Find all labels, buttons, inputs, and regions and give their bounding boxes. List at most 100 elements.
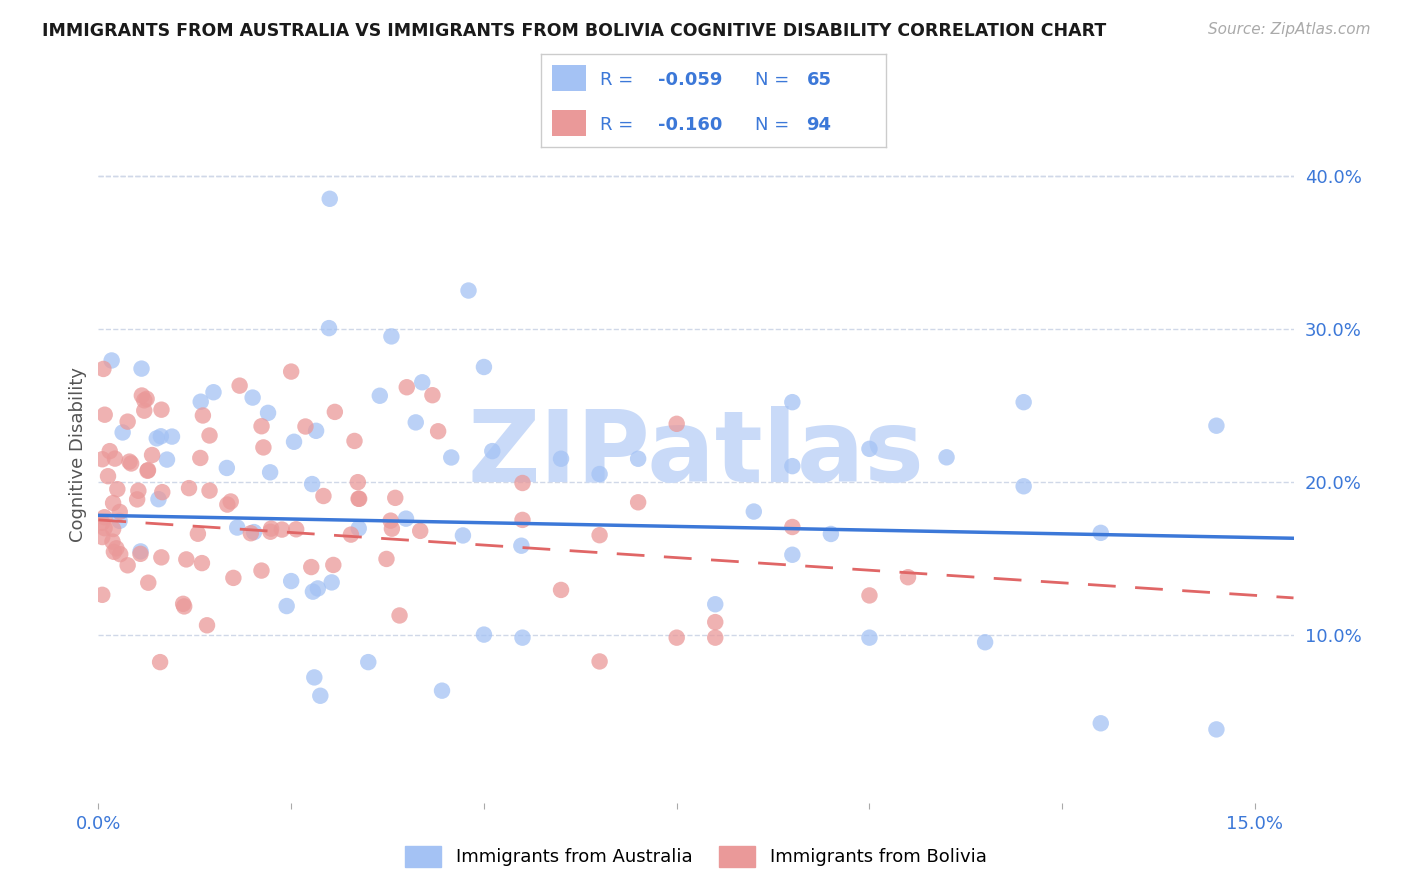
Point [108, 505, 131, 519]
Point [91, 588, 114, 602]
FancyBboxPatch shape [551, 110, 586, 136]
Text: -0.059: -0.059 [658, 70, 723, 88]
Point [319, 192, 342, 206]
Point [395, 511, 418, 525]
Point [117, 558, 139, 573]
Point [451, 528, 474, 542]
Point [704, 631, 727, 645]
Point [550, 451, 572, 466]
Text: 65: 65 [807, 70, 831, 88]
Text: 94: 94 [807, 116, 831, 134]
Point [347, 491, 370, 506]
Point [101, 496, 124, 510]
Point [117, 415, 139, 429]
Point [136, 575, 159, 590]
Point [252, 441, 274, 455]
Point [304, 670, 326, 684]
Point [198, 483, 221, 498]
Text: ZIPatlas: ZIPatlas [468, 407, 924, 503]
Point [280, 365, 302, 379]
Point [108, 547, 131, 561]
Point [457, 284, 479, 298]
Point [91, 530, 114, 544]
Point [388, 608, 411, 623]
Point [935, 450, 957, 465]
Point [440, 450, 463, 465]
Text: Source: ZipAtlas.com: Source: ZipAtlas.com [1208, 22, 1371, 37]
Point [307, 582, 329, 596]
Point [299, 560, 322, 574]
Text: N =: N = [755, 70, 794, 88]
Point [280, 574, 302, 588]
Point [91, 516, 114, 530]
Point [222, 571, 245, 585]
Point [146, 431, 169, 445]
Text: IMMIGRANTS FROM AUSTRALIA VS IMMIGRANTS FROM BOLIVIA COGNITIVE DISABILITY CORREL: IMMIGRANTS FROM AUSTRALIA VS IMMIGRANTS … [42, 22, 1107, 40]
Point [858, 442, 880, 456]
Point [131, 361, 153, 376]
Point [1012, 479, 1035, 493]
Point [134, 393, 156, 408]
Point [588, 467, 610, 481]
Point [104, 451, 127, 466]
Point [704, 597, 727, 611]
Point [131, 388, 153, 402]
Point [481, 444, 503, 458]
Point [217, 498, 239, 512]
Point [101, 534, 124, 549]
Point [357, 655, 380, 669]
Point [219, 494, 242, 508]
Point [188, 450, 211, 465]
Point [239, 526, 262, 541]
Point [120, 457, 142, 471]
Point [340, 527, 363, 541]
Point [381, 522, 404, 536]
Point [285, 522, 308, 536]
Point [512, 631, 534, 645]
Point [422, 388, 444, 402]
Point [305, 424, 328, 438]
Point [550, 582, 572, 597]
Point [129, 547, 152, 561]
Point [512, 513, 534, 527]
Point [627, 495, 650, 509]
Legend: Immigrants from Australia, Immigrants from Bolivia: Immigrants from Australia, Immigrants fr… [398, 838, 994, 874]
Point [97, 469, 120, 483]
Point [395, 380, 418, 394]
Point [588, 655, 610, 669]
Point [226, 520, 249, 534]
Point [93, 408, 115, 422]
Point [135, 392, 157, 406]
Point [98, 444, 121, 458]
Point [176, 552, 198, 566]
Point [156, 452, 179, 467]
Point [242, 391, 264, 405]
Text: R =: R = [600, 116, 638, 134]
Point [260, 522, 283, 536]
Point [782, 459, 804, 474]
Point [742, 504, 765, 518]
Point [259, 524, 281, 539]
Point [141, 448, 163, 462]
Point [472, 359, 495, 374]
Point [276, 599, 298, 613]
Point [782, 520, 804, 534]
Point [704, 615, 727, 629]
Point [134, 403, 156, 417]
Point [91, 452, 114, 467]
Point [173, 599, 195, 614]
Point [782, 548, 804, 562]
Point [510, 539, 533, 553]
Point [105, 482, 128, 496]
Point [250, 419, 273, 434]
Text: N =: N = [755, 116, 794, 134]
Point [322, 558, 344, 572]
Point [301, 477, 323, 491]
Point [136, 464, 159, 478]
Point [191, 409, 214, 423]
Point [127, 492, 149, 507]
Point [347, 521, 370, 535]
Point [127, 483, 149, 498]
Point [820, 527, 842, 541]
Point [380, 514, 402, 528]
